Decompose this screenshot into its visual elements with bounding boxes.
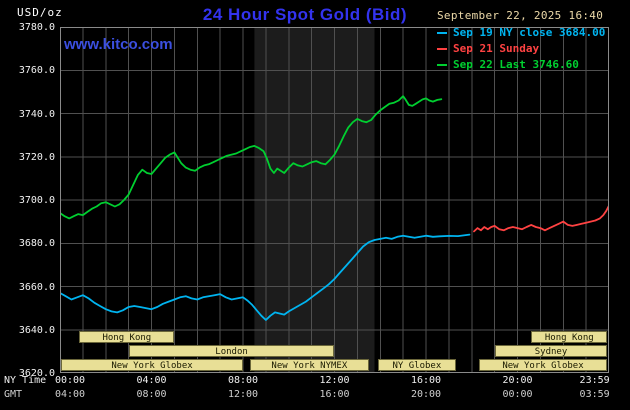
y-tick-label: 3760.0 <box>18 65 55 77</box>
price-line-sep-22 <box>60 95 443 220</box>
plot-area: Hong Kong Hong Kong London Sydney New York G… <box>60 27 609 373</box>
y-tick-label: 3640.0 <box>18 324 55 336</box>
session-box-sydney: Sydney <box>494 345 608 357</box>
legend-item: Sep 19 NY close 3684.00 <box>437 25 605 41</box>
x-tick-gmt: 16:00 <box>319 389 350 400</box>
session-box-hong-kong: Hong Kong <box>531 331 608 343</box>
ny-time-axis-label: NY Time <box>4 375 47 386</box>
legend: Sep 19 NY close 3684.00 Sep 21 Sunday Sep … <box>437 25 605 73</box>
chart-datetime: September 22, 2025 16:40 <box>437 9 604 22</box>
x-tick-gmt: 00:00 <box>502 389 533 400</box>
price-line-sep-19-ny-close <box>60 233 471 321</box>
x-tick-ny-time: 20:00 <box>502 375 533 386</box>
x-tick-gmt: 12:00 <box>227 389 259 400</box>
y-tick-label: 3660.0 <box>18 281 55 293</box>
price-line-sep-21-sunday <box>473 205 609 233</box>
session-bars-layer: Hong Kong Hong Kong London Sydney New York G… <box>60 27 609 373</box>
x-tick-ny-time: 23:59 <box>579 375 610 386</box>
y-tick-label: 3700.0 <box>18 195 55 206</box>
y-tick-label: 3780.0 <box>18 22 55 33</box>
x-tick-gmt: 08:00 <box>136 389 167 400</box>
x-tick-gmt: 03:59 <box>579 389 610 400</box>
session-box-london: London <box>128 345 335 357</box>
kitco-website-link[interactable]: www.kitco.com <box>64 36 173 53</box>
plot-border <box>60 27 609 373</box>
x-tick-ny-time: 08:00 <box>227 375 259 386</box>
x-tick-gmt: 20:00 <box>410 389 442 400</box>
y-tick-label: 3620.0 <box>18 368 55 379</box>
legend-label: Sep 19 NY close 3684.00 <box>453 26 606 39</box>
x-tick-ny-time: 12:00 <box>319 375 350 386</box>
session-box-ny-globex: NY Globex <box>378 359 456 371</box>
gmt-axis-label: GMT <box>4 389 23 400</box>
x-tick-ny-time: 04:00 <box>136 375 167 386</box>
session-box-new-york-globex: New York Globex <box>61 359 243 371</box>
session-box-new-york-nymex: New York NYMEX <box>249 359 369 371</box>
session-box-hong-kong: Hong Kong <box>79 331 175 343</box>
x-tick-ny-time: 16:00 <box>410 375 442 386</box>
session-box-new-york-globex: New York Globex <box>478 359 608 371</box>
y-tick-label: 3680.0 <box>18 238 55 250</box>
x-tick-gmt: 04:00 <box>54 389 86 400</box>
legend-label: Sep 21 Sunday <box>453 42 540 55</box>
legend-dash-icon <box>437 48 447 50</box>
legend-item: Sep 22 Last 3746.60 <box>437 57 605 73</box>
legend-dash-icon <box>437 32 447 34</box>
legend-dash-icon <box>437 64 447 66</box>
y-tick-label: 3740.0 <box>18 108 55 120</box>
y-tick-label: 3720.0 <box>18 151 55 163</box>
chart-title: 24 Hour Spot Gold (Bid) <box>202 5 408 24</box>
legend-item: Sep 21 Sunday <box>437 41 605 57</box>
unit-label: USD/oz <box>17 6 63 19</box>
chart-canvas <box>60 27 609 373</box>
x-tick-ny-time: 00:00 <box>54 375 86 386</box>
legend-label: Sep 22 Last 3746.60 <box>453 58 579 71</box>
